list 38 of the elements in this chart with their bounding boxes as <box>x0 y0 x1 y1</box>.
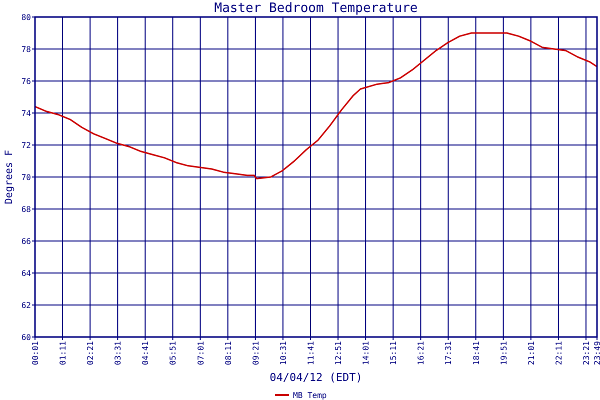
x-tick-label: 21:01 <box>526 340 536 366</box>
y-tick-label: 72 <box>21 141 32 150</box>
x-tick-label: 19:51 <box>499 340 508 366</box>
y-axis-title: Degrees F <box>4 150 15 204</box>
line-series <box>34 32 598 180</box>
x-tick-label: 05:51 <box>168 340 178 366</box>
x-tick-label: 16:21 <box>416 340 426 366</box>
x-tick-label: 14:01 <box>362 340 371 366</box>
x-tick-label: 04:41 <box>141 340 150 366</box>
x-tick-label: 15:11 <box>389 340 398 366</box>
y-tick-label: 64 <box>21 269 32 278</box>
x-tick-label: 22:11 <box>554 340 564 366</box>
x-tick-label: 12:51 <box>334 340 344 366</box>
x-tick-label: 18:41 <box>472 340 481 366</box>
x-tick-label: 00:01 <box>31 340 40 366</box>
y-tick-label: 70 <box>21 173 32 182</box>
y-tick-label: 62 <box>21 301 32 310</box>
chart-title: Master Bedroom Temperature <box>214 1 418 16</box>
y-tick-label: 78 <box>21 45 32 54</box>
y-tick-label: 68 <box>21 205 32 214</box>
y-tick-label: 76 <box>21 77 32 86</box>
x-tick-label: 08:11 <box>224 340 233 366</box>
x-tick-label: 23:21 <box>582 340 591 366</box>
x-tick-label: 03:31 <box>114 340 123 366</box>
x-tick-label: 17:31 <box>444 340 454 366</box>
x-tick-label: 11:41 <box>306 340 316 366</box>
x-tick-label: 02:21 <box>86 340 96 366</box>
x-tick-label: 23:49 <box>593 340 600 366</box>
x-tick-label: 09:21 <box>251 340 260 366</box>
x-tick-label: 01:11 <box>58 340 68 366</box>
x-tick-label: 10:31 <box>278 340 288 366</box>
x-axis-title: 04/04/12 (EDT) <box>270 371 362 384</box>
legend-label: MB Temp <box>293 391 327 400</box>
y-tick-label: 80 <box>21 13 32 22</box>
y-tick-label: 66 <box>21 237 32 246</box>
y-tick-label: 74 <box>21 109 32 118</box>
x-tick-label: 07:01 <box>196 340 206 366</box>
y-tick-label: 60 <box>21 333 32 342</box>
